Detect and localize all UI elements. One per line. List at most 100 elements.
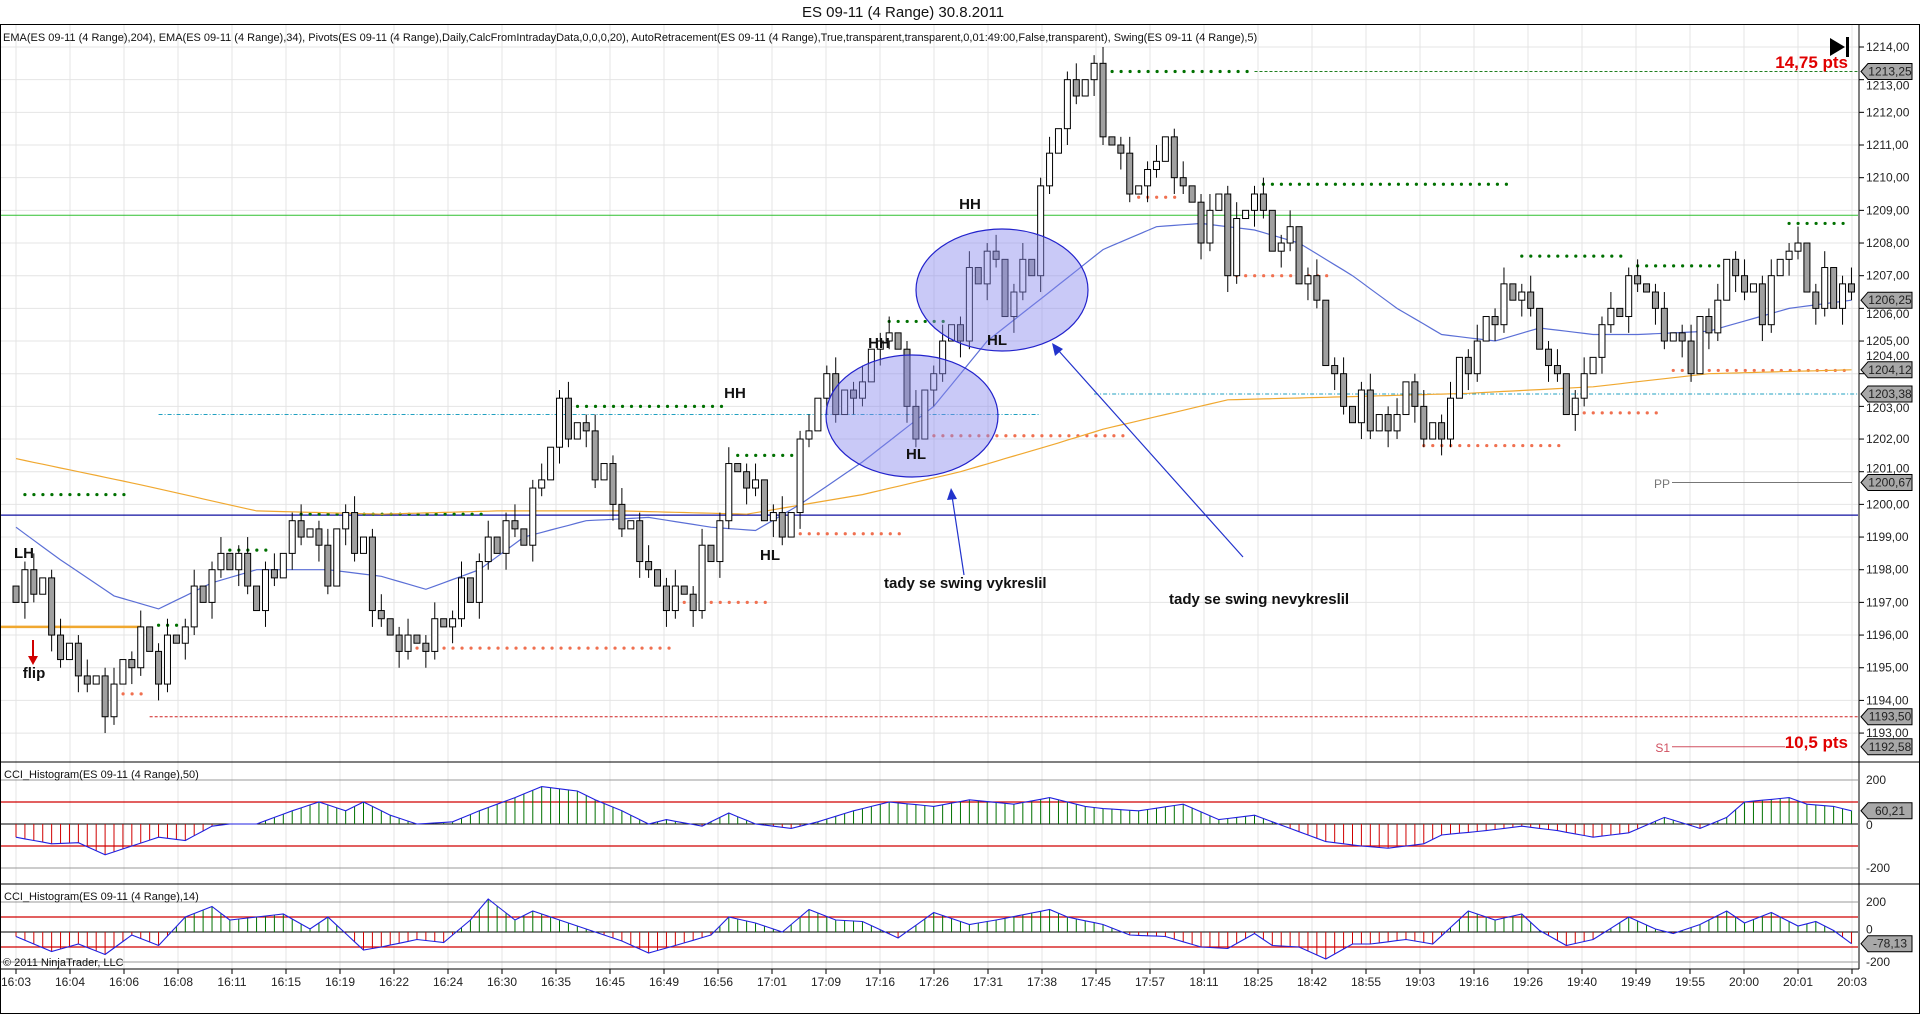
swing-high-dot: [1324, 182, 1328, 186]
cci50-tick-label: 0: [1866, 818, 1873, 832]
price-tick-label: 1194,00: [1866, 693, 1909, 707]
candle: [1536, 307, 1544, 350]
candle: [1714, 283, 1722, 342]
candle-body: [395, 634, 403, 652]
swing-high-dot: [602, 404, 607, 408]
swing-low-dot: [1040, 434, 1044, 438]
price-tag-value: 1203,38: [1868, 387, 1912, 401]
price-tag-shape: [1860, 935, 1913, 953]
candle: [181, 618, 189, 660]
candle: [1616, 307, 1624, 318]
candle-body: [217, 552, 225, 571]
swing-high-dot: [611, 404, 616, 408]
candle-body: [956, 324, 964, 342]
candle-body: [1197, 201, 1205, 244]
candle: [992, 234, 1000, 268]
candle-body: [1268, 209, 1276, 252]
cci14-line: [15, 898, 1852, 960]
swing-low-dot: [1244, 274, 1248, 278]
swing-low-dot: [1325, 274, 1329, 278]
time-tick-label: 16:45: [595, 975, 625, 989]
price-tick-label: 1197,00: [1866, 595, 1909, 609]
candle: [841, 389, 849, 416]
candle-body: [787, 512, 795, 538]
candle: [226, 552, 234, 571]
candle-body: [458, 577, 465, 620]
swing-low-dot: [1530, 443, 1534, 448]
candle: [912, 390, 920, 448]
candle: [1268, 209, 1276, 252]
scroll-to-end-icon[interactable]: [1830, 37, 1849, 57]
price-tick-label: 1203,00: [1866, 401, 1910, 415]
price-tag-shape: [1860, 63, 1913, 81]
swing-low-dot: [1654, 411, 1658, 415]
candle: [520, 528, 528, 546]
time-tick-label: 16:15: [271, 975, 301, 989]
swing-low-dot: [968, 434, 972, 438]
swing-low-dot: [1548, 443, 1552, 448]
candle-body: [208, 569, 216, 603]
candle-body: [885, 332, 893, 342]
swing-low-dot: [1600, 411, 1604, 415]
candle: [618, 488, 626, 538]
candle: [386, 618, 394, 636]
candle: [1527, 275, 1535, 317]
swing-high-dot: [113, 492, 117, 497]
candles: [12, 47, 1855, 734]
swing-high-dot: [665, 404, 670, 408]
price-tag-shape: [1860, 738, 1913, 756]
candle-body: [1643, 283, 1651, 293]
swing-low-dot: [649, 646, 653, 650]
candle-body: [1242, 209, 1250, 220]
candle-body: [1402, 381, 1410, 416]
swing-high-dot: [1699, 264, 1703, 268]
candle: [395, 626, 403, 668]
candle-body: [342, 512, 350, 530]
candle: [636, 512, 644, 578]
moving-averages: [15, 222, 1852, 610]
candle-body: [680, 585, 688, 595]
swing-low-dot: [798, 532, 802, 536]
candle-body: [1803, 242, 1811, 293]
candle-body: [1464, 356, 1472, 375]
candle: [1259, 177, 1267, 219]
price-tag-last: 1206,25: [1860, 291, 1913, 309]
candle-body: [1349, 405, 1356, 424]
candle: [1054, 128, 1062, 154]
swing-low-dot: [1725, 368, 1729, 373]
candle: [146, 626, 154, 652]
candle: [1473, 324, 1481, 382]
price-tag-ema204: 1204,12: [1860, 361, 1913, 379]
swing-high-dot: [1333, 182, 1337, 186]
candle-body: [654, 569, 662, 587]
candle: [1340, 357, 1348, 415]
swing-high-dot: [1459, 182, 1463, 186]
swing-low-dot: [487, 646, 491, 650]
candle: [1509, 283, 1517, 301]
price-tag-retr: 1203,38: [1860, 385, 1913, 403]
swing-low-dot: [754, 600, 758, 604]
arrow-to-upper-ellipse: [1052, 343, 1244, 558]
swing-high-dot: [1574, 254, 1578, 258]
chart-title: ES 09-11 (4 Range) 30.8.2011: [802, 4, 1004, 21]
swing-low-dot: [478, 646, 482, 650]
candle-body: [1794, 242, 1802, 252]
swing-low-dot: [415, 646, 419, 650]
time-tick-label: 20:00: [1729, 975, 1759, 989]
candle: [1197, 194, 1205, 260]
swing-high-dot: [1619, 254, 1623, 258]
price-tick-label: 1202,00: [1866, 432, 1910, 446]
swing-low-dot: [1121, 434, 1125, 438]
candle-body: [1046, 152, 1054, 187]
candle: [529, 479, 537, 562]
candle-body: [315, 528, 323, 546]
swing-low-dot: [577, 646, 581, 650]
time-tick-label: 19:16: [1459, 975, 1489, 989]
candle: [1847, 267, 1855, 301]
indicator-list: EMA(ES 09-11 (4 Range),204), EMA(ES 09-1…: [3, 32, 1257, 44]
swing-low-dot: [622, 646, 626, 650]
swing-low-dot: [1137, 195, 1141, 199]
price-tick-label: 1214,00: [1866, 40, 1910, 54]
swing-low-dot: [139, 692, 143, 696]
